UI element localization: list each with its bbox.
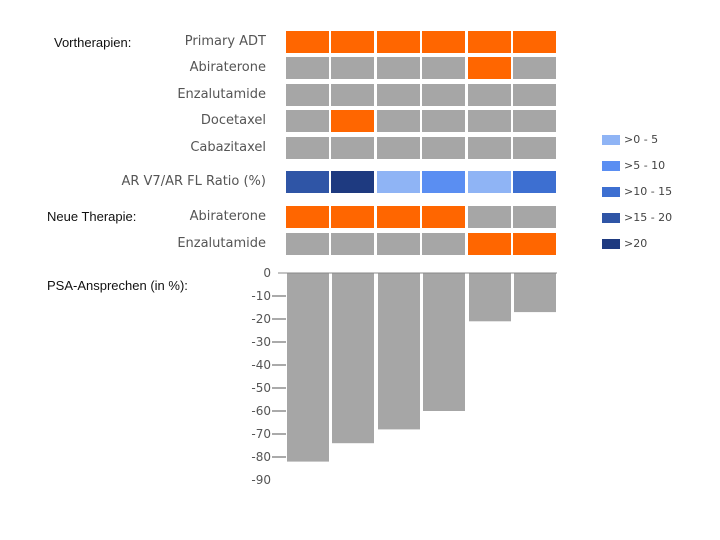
ratio-cell-6 — [513, 171, 556, 193]
prior-cell-docetaxel-5 — [468, 110, 511, 132]
prior-cell-primary-adt-1 — [286, 31, 329, 53]
prior-cell-enzalutamide-6 — [513, 84, 556, 106]
prior-cell-docetaxel-2 — [331, 110, 374, 132]
legend-swatch — [602, 161, 620, 171]
prior-cell-abiraterone-5 — [468, 57, 511, 79]
prior-cell-primary-adt-3 — [377, 31, 420, 53]
ratio-cell-2 — [331, 171, 374, 193]
legend-swatch — [602, 135, 620, 145]
ratio-cell-3 — [377, 171, 420, 193]
prior-cell-cabazitaxel-5 — [468, 137, 511, 159]
psa-bar-5 — [469, 273, 511, 322]
prior-row-label-cabazitaxel: Cabazitaxel — [190, 140, 266, 155]
psa-bar-6 — [514, 273, 556, 313]
psa-tick-label: -80 — [251, 450, 271, 464]
psa-tick-label: -60 — [251, 404, 271, 418]
prior-cell-abiraterone-4 — [422, 57, 465, 79]
prior-cell-docetaxel-6 — [513, 110, 556, 132]
prior-cell-enzalutamide-1 — [286, 84, 329, 106]
prior-cell-enzalutamide-2 — [331, 84, 374, 106]
prior-row-label-enzalutamide: Enzalutamide — [177, 87, 266, 102]
prior-cell-docetaxel-1 — [286, 110, 329, 132]
prior-cell-abiraterone-1 — [286, 57, 329, 79]
legend-swatch — [602, 213, 620, 223]
prior-cell-abiraterone-6 — [513, 57, 556, 79]
legend-label: >15 - 20 — [624, 211, 673, 224]
prior-row-label-docetaxel: Docetaxel — [200, 113, 266, 128]
prior-row-label-abiraterone: Abiraterone — [189, 60, 266, 75]
new-cell-enzalutamide-4 — [422, 233, 465, 255]
new-cell-enzalutamide-2 — [331, 233, 374, 255]
prior-cell-enzalutamide-3 — [377, 84, 420, 106]
prior-cell-cabazitaxel-1 — [286, 137, 329, 159]
prior-cell-enzalutamide-5 — [468, 84, 511, 106]
psa-tick-label: -20 — [251, 312, 271, 326]
prior-cell-primary-adt-4 — [422, 31, 465, 53]
legend-label: >0 - 5 — [624, 133, 659, 146]
new-cell-enzalutamide-1 — [286, 233, 329, 255]
ratio-cell-1 — [286, 171, 329, 193]
psa-response-label: PSA-Ansprechen (in %): — [47, 278, 188, 293]
psa-bar-4 — [423, 273, 465, 411]
prior-cell-cabazitaxel-3 — [377, 137, 420, 159]
legend-label: >5 - 10 — [624, 159, 666, 172]
legend-swatch — [602, 187, 620, 197]
prior-cell-cabazitaxel-2 — [331, 137, 374, 159]
prior-cell-primary-adt-5 — [468, 31, 511, 53]
ratio-cell-4 — [422, 171, 465, 193]
vortherapien-label: Vortherapien: — [54, 35, 132, 50]
prior-cell-docetaxel-4 — [422, 110, 465, 132]
neue-therapie-label: Neue Therapie: — [47, 209, 137, 224]
psa-tick-label: -10 — [251, 289, 271, 303]
psa-tick-label: -90 — [251, 473, 271, 487]
psa-tick-label: -30 — [251, 335, 271, 349]
psa-bar-3 — [378, 273, 420, 430]
psa-bar-1 — [287, 273, 329, 462]
prior-cell-cabazitaxel-4 — [422, 137, 465, 159]
ratio-cell-5 — [468, 171, 511, 193]
new-cell-abiraterone-3 — [377, 206, 420, 228]
new-row-label-enzalutamide: Enzalutamide — [177, 236, 266, 251]
new-cell-abiraterone-5 — [468, 206, 511, 228]
ratio-row-label: AR V7/AR FL Ratio (%) — [121, 174, 266, 189]
prior-cell-enzalutamide-4 — [422, 84, 465, 106]
new-cell-abiraterone-4 — [422, 206, 465, 228]
psa-bar-2 — [332, 273, 374, 444]
new-cell-abiraterone-1 — [286, 206, 329, 228]
legend-swatch — [602, 239, 620, 249]
prior-cell-abiraterone-2 — [331, 57, 374, 79]
new-cell-abiraterone-2 — [331, 206, 374, 228]
psa-tick-label: -50 — [251, 381, 271, 395]
prior-cell-primary-adt-2 — [331, 31, 374, 53]
new-row-label-abiraterone: Abiraterone — [189, 209, 266, 224]
prior-cell-docetaxel-3 — [377, 110, 420, 132]
psa-tick-label: -70 — [251, 427, 271, 441]
prior-cell-primary-adt-6 — [513, 31, 556, 53]
prior-cell-abiraterone-3 — [377, 57, 420, 79]
psa-tick-label: 0 — [263, 266, 271, 280]
psa-tick-label: -40 — [251, 358, 271, 372]
prior-cell-cabazitaxel-6 — [513, 137, 556, 159]
new-cell-enzalutamide-6 — [513, 233, 556, 255]
new-cell-abiraterone-6 — [513, 206, 556, 228]
prior-row-label-primary-adt: Primary ADT — [184, 34, 266, 49]
legend-label: >20 — [624, 237, 648, 250]
new-cell-enzalutamide-3 — [377, 233, 420, 255]
new-cell-enzalutamide-5 — [468, 233, 511, 255]
legend-label: >10 - 15 — [624, 185, 673, 198]
